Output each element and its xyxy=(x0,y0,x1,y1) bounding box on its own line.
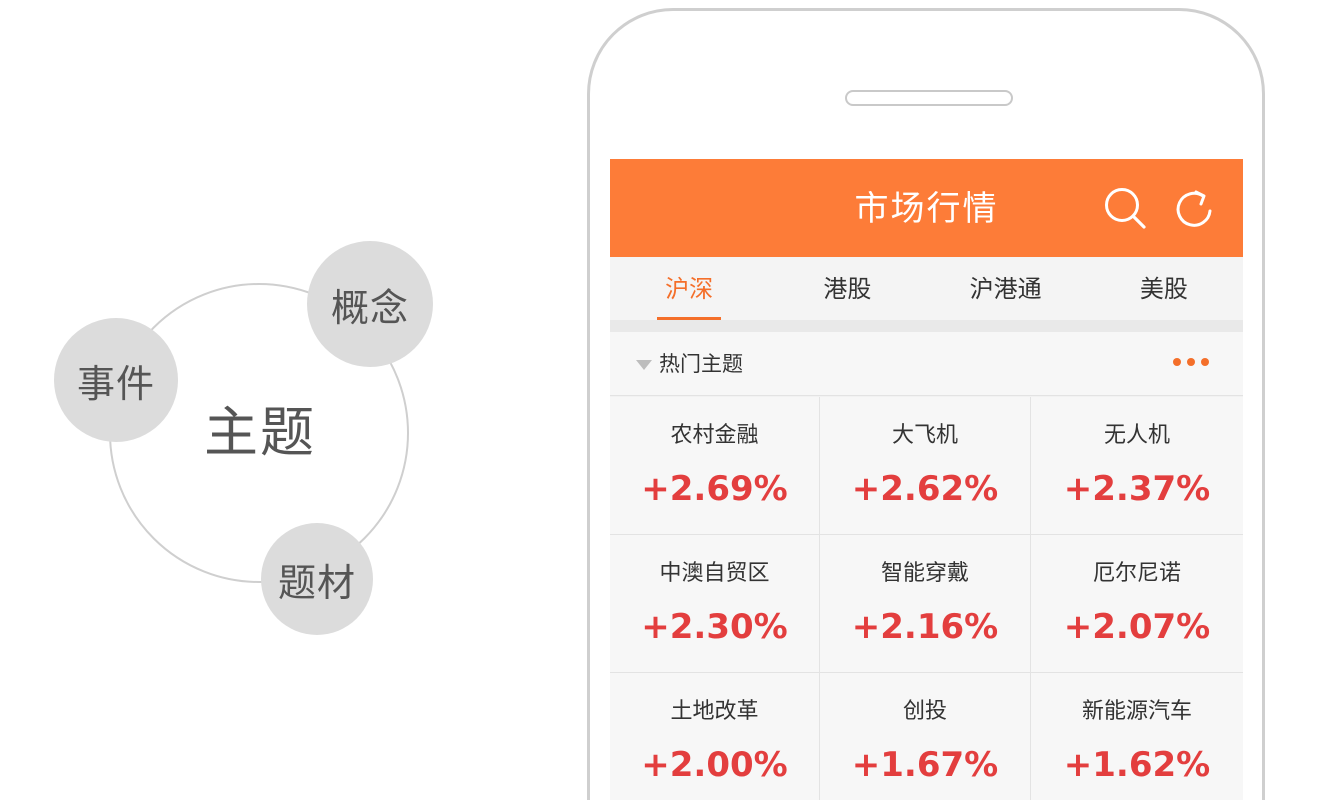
bubble-material: 题材 xyxy=(261,523,373,635)
section-title: 热门主题 xyxy=(659,352,743,376)
tab-stock-connect[interactable]: 沪港通 xyxy=(969,275,1042,303)
theme-name: 无人机 xyxy=(1103,423,1170,448)
theme-name: 厄尔尼诺 xyxy=(1092,561,1181,586)
theme-cell[interactable]: 无人机 +2.37% xyxy=(1031,397,1243,535)
tab-hong-kong[interactable]: 港股 xyxy=(823,275,872,303)
theme-cell[interactable]: 智能穿戴 +2.16% xyxy=(820,535,1031,673)
refresh-icon[interactable] xyxy=(1173,186,1215,230)
theme-change: +2.30% xyxy=(641,607,788,647)
divider xyxy=(610,320,1243,332)
app-title: 市场行情 xyxy=(854,189,999,229)
theme-change: +2.16% xyxy=(851,607,999,647)
theme-name: 创投 xyxy=(902,699,947,724)
theme-diagram: 主题 事件 概念 题材 xyxy=(0,0,560,800)
theme-name: 新能源汽车 xyxy=(1081,699,1192,724)
theme-cell[interactable]: 创投 +1.67% xyxy=(820,673,1031,800)
theme-change: +2.62% xyxy=(851,469,999,509)
collapse-caret-icon[interactable] xyxy=(636,360,652,370)
tab-us-stocks[interactable]: 美股 xyxy=(1139,275,1188,303)
phone-frame: 市场行情 沪深 港股 沪港通 美股 热门主题 农村金融 +2. xyxy=(587,8,1265,800)
theme-cell[interactable]: 厄尔尼诺 +2.07% xyxy=(1031,535,1243,673)
theme-name: 中澳自贸区 xyxy=(659,561,770,586)
market-tabs: 沪深 港股 沪港通 美股 xyxy=(610,257,1243,320)
hot-themes-header[interactable]: 热门主题 xyxy=(610,332,1243,396)
theme-change: +1.62% xyxy=(1063,745,1211,785)
theme-change: +2.69% xyxy=(641,469,788,509)
theme-name: 智能穿戴 xyxy=(880,561,969,586)
theme-cell[interactable]: 中澳自贸区 +2.30% xyxy=(610,535,820,673)
app-screen: 市场行情 沪深 港股 沪港通 美股 热门主题 农村金融 +2. xyxy=(610,159,1243,800)
theme-cell[interactable]: 大飞机 +2.62% xyxy=(820,397,1031,535)
theme-name: 土地改革 xyxy=(670,699,759,724)
theme-change: +1.67% xyxy=(851,745,999,785)
bubble-event: 事件 xyxy=(54,318,178,442)
theme-change: +2.07% xyxy=(1063,607,1211,647)
app-header: 市场行情 xyxy=(610,159,1243,257)
more-icon[interactable] xyxy=(1173,358,1209,370)
theme-grid: 农村金融 +2.69% 大飞机 +2.62% 无人机 +2.37% 中澳自贸区 … xyxy=(610,397,1243,800)
search-icon[interactable] xyxy=(1103,186,1147,230)
theme-cell[interactable]: 新能源汽车 +1.62% xyxy=(1031,673,1243,800)
theme-name: 农村金融 xyxy=(670,423,759,448)
theme-change: +2.00% xyxy=(641,745,788,785)
theme-name: 大飞机 xyxy=(891,423,958,448)
theme-cell[interactable]: 土地改革 +2.00% xyxy=(610,673,820,800)
bubble-concept: 概念 xyxy=(307,241,433,367)
tab-shanghai-shenzhen[interactable]: 沪深 xyxy=(610,257,768,320)
phone-speaker xyxy=(845,90,1013,106)
theme-change: +2.37% xyxy=(1063,469,1211,509)
diagram-center-label: 主题 xyxy=(204,401,316,464)
theme-cell[interactable]: 农村金融 +2.69% xyxy=(610,397,820,535)
